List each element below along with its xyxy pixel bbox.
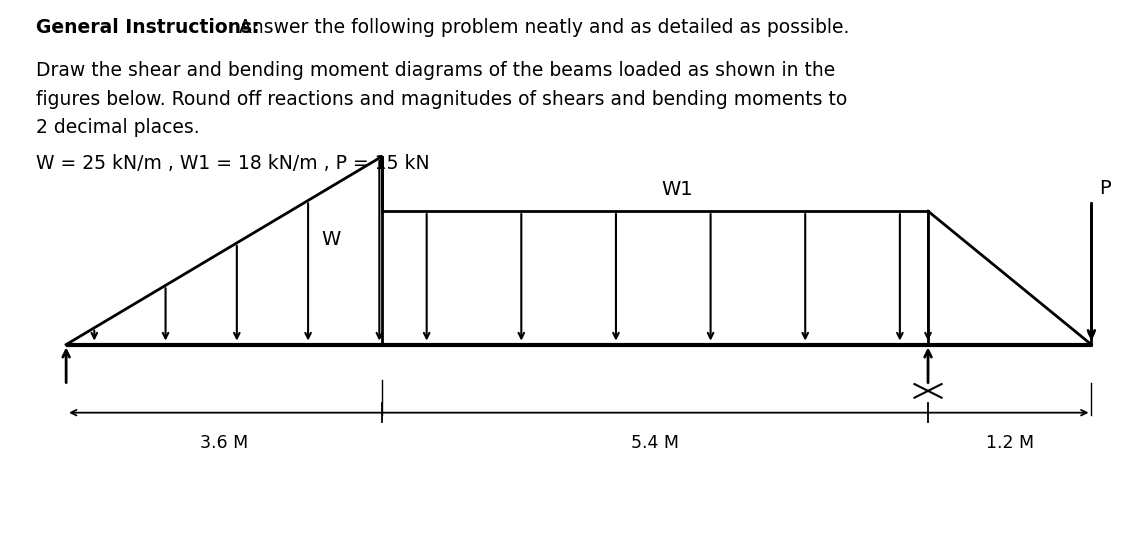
Text: 1.2 M: 1.2 M: [985, 435, 1034, 452]
Text: 3.6 M: 3.6 M: [200, 435, 247, 452]
Text: 5.4 M: 5.4 M: [631, 435, 679, 452]
Text: General Instructions:: General Instructions:: [35, 18, 259, 37]
Text: 2 decimal places.: 2 decimal places.: [35, 118, 200, 137]
Text: figures below. Round off reactions and magnitudes of shears and bending moments : figures below. Round off reactions and m…: [35, 90, 847, 109]
Text: P: P: [1100, 179, 1111, 197]
Text: W = 25 kN/m , W1 = 18 kN/m , P = 15 kN: W = 25 kN/m , W1 = 18 kN/m , P = 15 kN: [35, 154, 429, 173]
Text: Answer the following problem neatly and as detailed as possible.: Answer the following problem neatly and …: [233, 18, 849, 37]
Text: W1: W1: [662, 180, 693, 199]
Text: Draw the shear and bending moment diagrams of the beams loaded as shown in the: Draw the shear and bending moment diagra…: [35, 61, 835, 80]
Text: W: W: [321, 230, 340, 249]
